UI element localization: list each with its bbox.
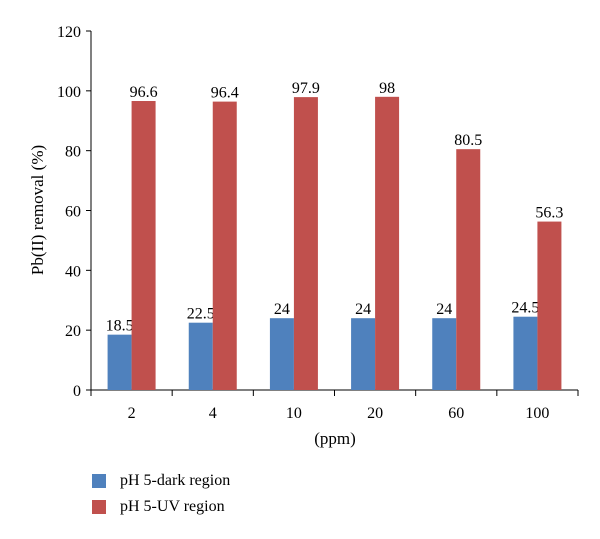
legend-label-dark: pH 5-dark region <box>120 472 231 489</box>
y-tick-label: 100 <box>57 84 81 101</box>
bar-uv <box>456 149 481 390</box>
x-axis-label: (ppm) <box>314 429 356 448</box>
data-label: 24.5 <box>511 300 539 317</box>
x-tick-label: 4 <box>209 405 217 422</box>
data-label: 80.5 <box>454 132 482 149</box>
x-tick-label: 60 <box>448 405 464 422</box>
data-label: 24 <box>274 301 290 318</box>
plot-area: 0 20 40 60 80 100 120 2 18.5 96.6 4 22.5 96.4 10 24 97.… <box>57 24 579 422</box>
y-tick-label: 40 <box>65 263 81 280</box>
legend-swatch-dark <box>92 474 106 488</box>
y-tick-label: 20 <box>65 323 81 340</box>
data-label: 18.5 <box>106 318 134 335</box>
y-tick-label: 0 <box>73 383 81 400</box>
data-label: 24 <box>436 301 452 318</box>
bar-dark <box>432 318 457 390</box>
bar-dark <box>513 316 538 390</box>
bar-uv <box>537 221 562 390</box>
legend-item-uv: pH 5-UV region <box>92 498 225 516</box>
bar-uv <box>212 101 237 390</box>
legend-label-uv: pH 5-UV region <box>120 498 225 515</box>
data-label: 24 <box>355 301 371 318</box>
x-tick-label: 10 <box>286 405 302 422</box>
y-tick-label: 120 <box>57 24 81 41</box>
y-axis-label: Pb(II) removal (%) <box>28 145 47 275</box>
bar-dark <box>107 334 132 390</box>
data-label: 22.5 <box>187 306 215 323</box>
bar-uv <box>375 96 400 391</box>
data-label: 56.3 <box>535 205 563 222</box>
x-tick-label: 20 <box>367 405 383 422</box>
data-label: 96.6 <box>130 84 158 101</box>
y-tick-label: 80 <box>65 144 81 161</box>
bar-uv <box>131 101 156 390</box>
data-label: 98 <box>379 80 395 97</box>
legend-swatch-uv <box>92 500 106 514</box>
legend-item-dark: pH 5-dark region <box>92 472 230 490</box>
bar-dark <box>188 322 213 390</box>
data-label: 97.9 <box>292 80 320 97</box>
bar-dark <box>269 318 294 390</box>
data-label: 96.4 <box>211 85 239 102</box>
x-tick-label: 100 <box>525 405 549 422</box>
y-tick-label: 60 <box>65 204 81 221</box>
bar-uv <box>293 97 318 390</box>
x-tick-label: 2 <box>128 405 136 422</box>
bar-dark <box>351 318 376 390</box>
